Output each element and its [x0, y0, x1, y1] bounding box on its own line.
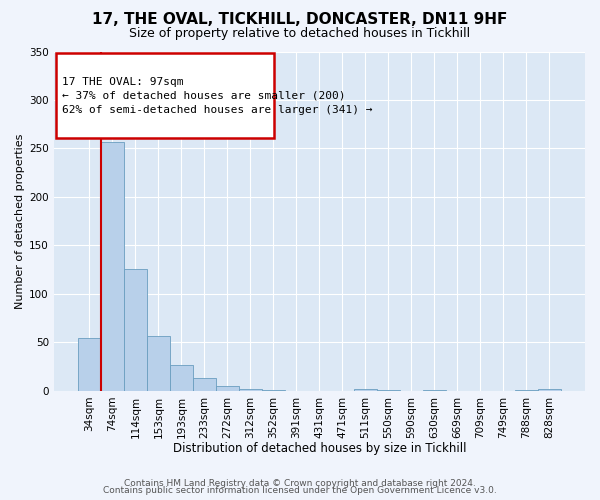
Bar: [538, 389, 561, 391]
Bar: [170, 364, 193, 391]
Bar: [147, 336, 170, 391]
Bar: [515, 390, 538, 391]
FancyBboxPatch shape: [56, 53, 274, 138]
Bar: [193, 378, 216, 391]
Bar: [354, 389, 377, 391]
Bar: [78, 338, 101, 391]
Text: Size of property relative to detached houses in Tickhill: Size of property relative to detached ho…: [130, 28, 470, 40]
Text: Contains public sector information licensed under the Open Government Licence v3: Contains public sector information licen…: [103, 486, 497, 495]
Text: 17 THE OVAL: 97sqm
← 37% of detached houses are smaller (200)
62% of semi-detach: 17 THE OVAL: 97sqm ← 37% of detached hou…: [62, 76, 372, 114]
X-axis label: Distribution of detached houses by size in Tickhill: Distribution of detached houses by size …: [173, 442, 466, 455]
Text: 17, THE OVAL, TICKHILL, DONCASTER, DN11 9HF: 17, THE OVAL, TICKHILL, DONCASTER, DN11 …: [92, 12, 508, 28]
Bar: [377, 390, 400, 391]
Y-axis label: Number of detached properties: Number of detached properties: [15, 134, 25, 309]
Bar: [216, 386, 239, 391]
Bar: [124, 268, 147, 391]
Bar: [262, 390, 285, 391]
Bar: [101, 142, 124, 391]
Text: Contains HM Land Registry data © Crown copyright and database right 2024.: Contains HM Land Registry data © Crown c…: [124, 478, 476, 488]
Bar: [239, 389, 262, 391]
Bar: [423, 390, 446, 391]
